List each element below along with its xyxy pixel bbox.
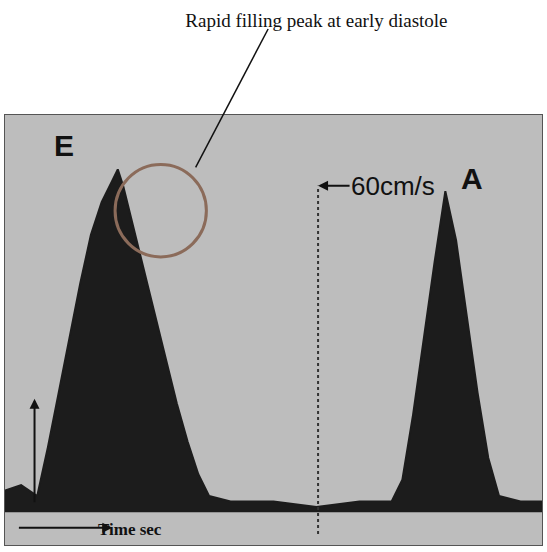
svg-text:60cm/s: 60cm/s [351,171,435,201]
svg-text:A: A [461,162,483,195]
svg-text:Rapid filling peak at early di: Rapid filling peak at early diastole [185,10,447,31]
svg-text:E: E [54,129,74,162]
svg-text:Time sec: Time sec [98,520,162,539]
